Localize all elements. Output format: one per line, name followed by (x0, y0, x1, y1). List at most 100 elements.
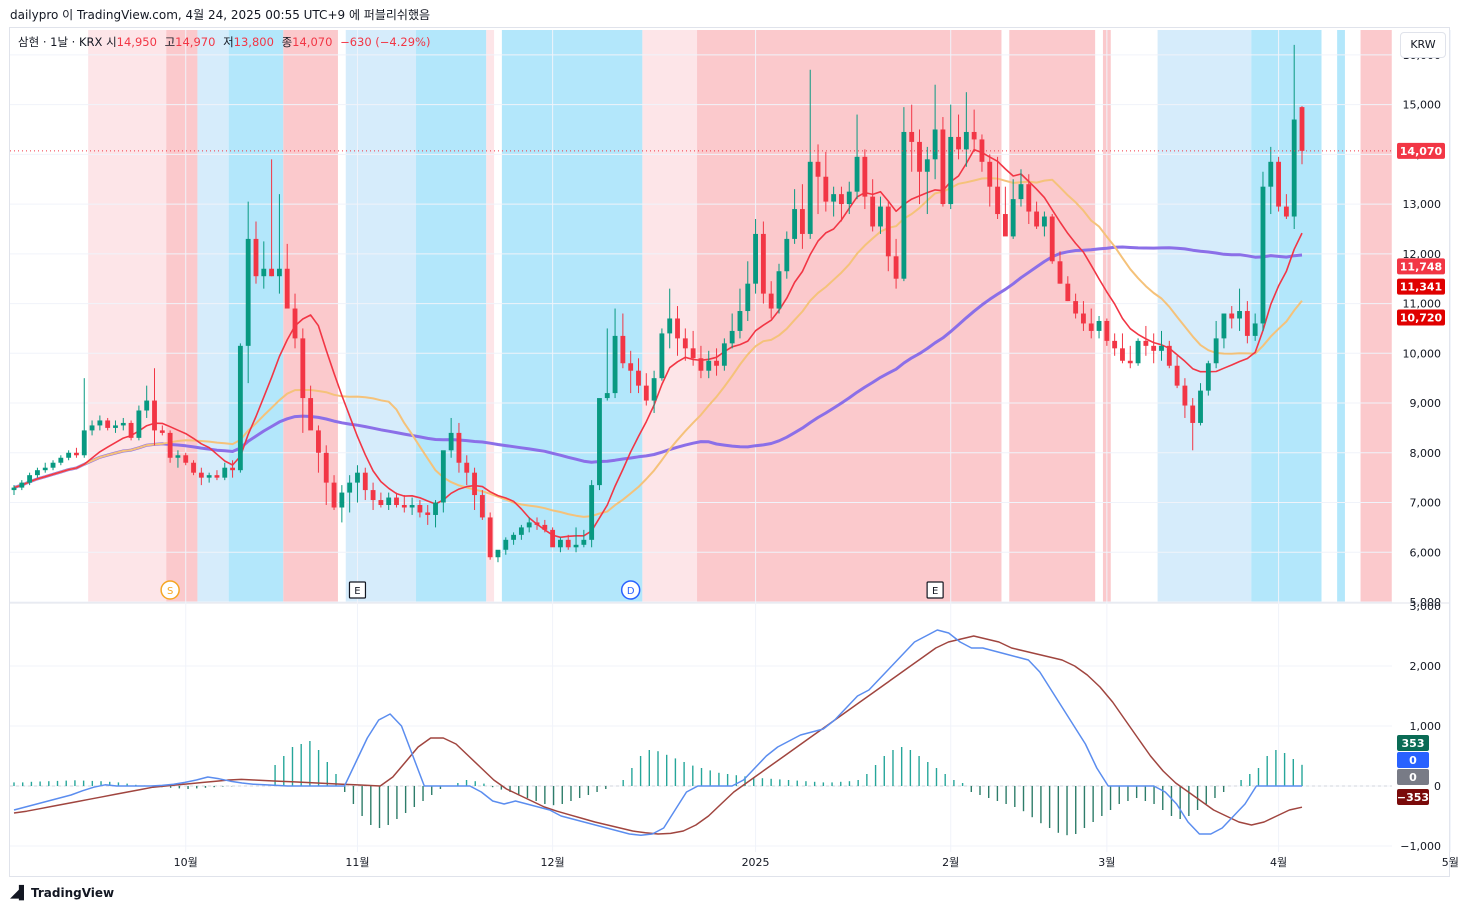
ma-value-badge-text: 11,748 (1400, 260, 1442, 273)
candle-body (370, 490, 376, 501)
candle-body (1096, 320, 1102, 331)
candle (355, 465, 360, 503)
event-marker-circle (160, 580, 180, 600)
candle (19, 480, 25, 491)
candle-body (518, 527, 524, 535)
candle (1096, 316, 1102, 339)
zone-band-10 (697, 30, 1002, 602)
candle-body (1260, 186, 1266, 324)
candle (1221, 313, 1227, 349)
zone-band-15 (1337, 30, 1345, 602)
macd-value-badge-bg (1397, 752, 1429, 768)
zone-band-1 (166, 30, 198, 602)
candle-body (81, 430, 87, 456)
candle (167, 430, 173, 463)
candle-body (667, 318, 673, 334)
candle (542, 519, 548, 533)
candle-body (74, 452, 79, 456)
candle (144, 385, 150, 418)
candle-body (50, 462, 56, 468)
candle (799, 184, 805, 249)
candle (714, 348, 719, 376)
candle-body (768, 293, 774, 309)
candle-body (659, 333, 665, 379)
candle (706, 350, 712, 379)
candle (1299, 106, 1305, 165)
candle-body (854, 156, 860, 192)
tradingview-footer[interactable]: ◢▌ TradingView (10, 886, 114, 901)
candle (1018, 169, 1024, 207)
candle (1081, 301, 1086, 331)
candle-body (901, 131, 907, 279)
candle (792, 189, 798, 244)
candle (737, 288, 743, 339)
candle-body (230, 467, 235, 471)
zone-band-5 (345, 30, 417, 602)
candle (558, 537, 563, 553)
candle-body (1283, 206, 1289, 217)
candle-body (636, 370, 641, 386)
candle (1182, 378, 1188, 418)
last-price-badge-bg (1397, 142, 1445, 159)
candle-body (784, 238, 790, 272)
candle (1010, 179, 1016, 239)
candle-body (120, 422, 126, 426)
low-label: 저 (223, 35, 234, 49)
background-zones (88, 30, 1392, 602)
candle-body (932, 129, 938, 160)
zone-band-11 (1009, 30, 1096, 602)
candle-body (682, 338, 688, 349)
macd-histogram (13, 741, 1303, 836)
candle (433, 500, 438, 528)
ma-value-badge-text: 11,341 (1400, 281, 1442, 294)
last-price-badge-text: 14,070 (1400, 145, 1443, 158)
candle (284, 243, 290, 309)
candle (253, 221, 259, 284)
long-moving-average-line (13, 245, 1303, 490)
candle (1151, 333, 1157, 364)
candle (1213, 320, 1219, 369)
candle (932, 84, 938, 180)
candle-body (308, 398, 314, 431)
candle-body (261, 268, 267, 277)
candle-body (956, 136, 961, 150)
candle-body (1104, 320, 1110, 341)
candle (971, 109, 977, 152)
candle-body (401, 505, 407, 508)
candle (1229, 306, 1235, 329)
candle-body (737, 311, 743, 331)
ma-value-badge: 11,748 (1397, 258, 1445, 275)
candle-body (409, 505, 415, 508)
candle (198, 467, 204, 486)
high-label: 고 (164, 35, 176, 49)
candle-body (1244, 311, 1250, 336)
candle (1026, 174, 1032, 224)
candle (823, 151, 829, 212)
candle-body (113, 425, 118, 428)
candle-body (807, 161, 813, 234)
candle-body (175, 455, 181, 458)
currency-button[interactable]: KRW (1400, 32, 1446, 58)
symbol-name[interactable]: 삼현 · 1날 · KRX (18, 35, 103, 49)
candle (807, 69, 813, 239)
candle-body (1002, 214, 1008, 237)
price-tick-label: 10,000 (1403, 347, 1442, 360)
candle-body (589, 485, 595, 540)
candle-body (1237, 311, 1242, 319)
candle-body (284, 268, 290, 309)
candle-body (316, 430, 321, 453)
candle (1237, 288, 1242, 331)
candle-body (823, 176, 829, 202)
candle (261, 241, 267, 289)
candle-body (1112, 340, 1118, 349)
macd-value-badge-text: 353 (1402, 737, 1425, 750)
open-label: 시 (106, 35, 117, 49)
candle (870, 179, 876, 232)
candle (995, 156, 1000, 220)
candle-body (878, 206, 883, 227)
candle-body (924, 159, 930, 172)
price-tick-label: 9,000 (1410, 397, 1442, 410)
candle-body (1159, 345, 1164, 351)
candle (136, 405, 142, 441)
